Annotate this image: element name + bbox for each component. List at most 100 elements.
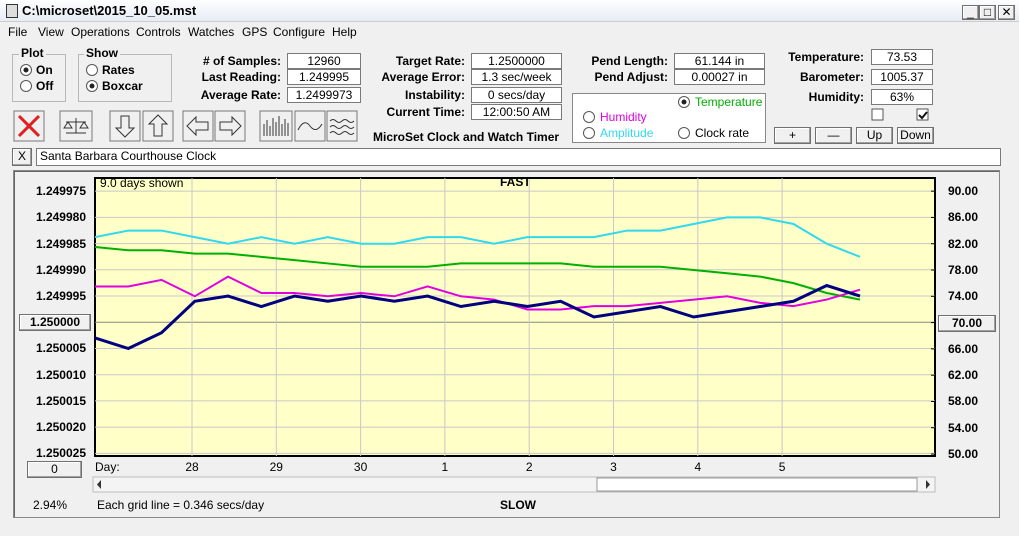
- menu-item[interactable]: Controls: [136, 25, 181, 39]
- field-value[interactable]: 73.53: [871, 49, 933, 65]
- y-tick-button[interactable]: 1.250000: [19, 314, 91, 332]
- radio[interactable]: [678, 96, 690, 108]
- x-tick-label: 4: [694, 460, 702, 474]
- scale-button[interactable]: —: [815, 127, 852, 144]
- maximize-button[interactable]: □: [979, 5, 996, 20]
- x-tick-label: 1: [441, 460, 449, 474]
- x-tick-label: 29: [269, 460, 283, 474]
- x-axis-label: Day:: [95, 460, 120, 474]
- scale-button[interactable]: Up: [856, 127, 893, 144]
- y2-tick-label: 50.00: [948, 447, 979, 462]
- grid-note: Each grid line = 0.346 secs/day: [97, 498, 265, 512]
- y-tick-label: 1.249980: [35, 210, 86, 225]
- y2-tick-label: 54.00: [948, 420, 979, 435]
- fast-label: FAST: [500, 175, 531, 189]
- y2-tick-button[interactable]: 70.00: [938, 314, 996, 332]
- field-value[interactable]: 1.2499973: [287, 87, 361, 103]
- radio[interactable]: [20, 64, 32, 76]
- clear-name-button[interactable]: X: [12, 148, 32, 166]
- radio-ring: [86, 64, 98, 76]
- field-label: Humidity:: [808, 90, 864, 104]
- y-tick-label: 1.249990: [35, 262, 86, 277]
- check-mark: [918, 111, 928, 120]
- field-label: Target Rate:: [395, 54, 465, 68]
- group-title: Plot: [19, 46, 46, 60]
- x-tick-label: 3: [610, 460, 617, 474]
- offset-button[interactable]: 0: [27, 461, 82, 478]
- y2-tick-label: 86.00: [948, 210, 979, 225]
- y-tick-label: 1.250010: [35, 367, 86, 382]
- y2-tick-label: 82.00: [948, 236, 979, 251]
- field-value[interactable]: 1.3 sec/week: [471, 69, 562, 85]
- menu-item[interactable]: Operations: [71, 25, 130, 39]
- field-label: Current Time:: [386, 105, 465, 119]
- radio[interactable]: [583, 127, 595, 139]
- y-tick-label: 1.250015: [35, 393, 86, 408]
- field-label: Pend Length:: [591, 54, 668, 68]
- radio-label[interactable]: Boxcar: [102, 79, 143, 93]
- trace-radio-label[interactable]: Humidity: [600, 110, 647, 124]
- field-label: Last Reading:: [201, 70, 281, 84]
- radio[interactable]: [583, 111, 595, 123]
- checkbox[interactable]: [916, 108, 929, 121]
- radio[interactable]: [86, 64, 98, 76]
- close-window-button[interactable]: ✕: [998, 5, 1015, 20]
- field-label: Instability:: [404, 88, 465, 102]
- radio-ring: [583, 127, 595, 139]
- menu-item[interactable]: Help: [332, 25, 357, 39]
- trace-radio-label[interactable]: Amplitude: [600, 126, 654, 140]
- menu-item[interactable]: GPS: [242, 25, 268, 39]
- scale-button[interactable]: +: [774, 127, 811, 144]
- field-label: Temperature:: [788, 50, 864, 64]
- field-value[interactable]: 12960: [287, 53, 361, 69]
- field-label: # of Samples:: [202, 54, 281, 68]
- y-tick-label: 1.250025: [35, 446, 86, 461]
- x-tick-label: 30: [353, 460, 368, 474]
- field-value[interactable]: 12:00:50 AM: [471, 104, 562, 120]
- toolbar: [13, 110, 358, 142]
- x-tick-label: 5: [778, 460, 786, 474]
- checkbox[interactable]: [871, 108, 884, 121]
- span-label: 9.0 days shown: [100, 176, 184, 190]
- y-tick-label: 1.249975: [35, 184, 86, 199]
- field-value[interactable]: 63%: [871, 89, 933, 105]
- radio-label[interactable]: Rates: [102, 63, 135, 77]
- checkbox-box: [916, 108, 929, 121]
- field-value[interactable]: 1.249995: [287, 69, 361, 85]
- y2-tick-label: 58.00: [948, 394, 979, 409]
- menu-item[interactable]: File: [8, 25, 28, 39]
- field-value[interactable]: 0.00027 in: [674, 69, 765, 85]
- field-value[interactable]: 0 secs/day: [471, 87, 562, 103]
- y-tick-label: 1.250020: [35, 420, 86, 435]
- chart-panel: [13, 170, 1000, 518]
- plot: [94, 178, 935, 456]
- radio[interactable]: [678, 127, 690, 139]
- menu-item[interactable]: View: [38, 25, 64, 39]
- field-value[interactable]: 1005.37: [871, 69, 933, 85]
- field-value[interactable]: 61.144 in: [674, 53, 765, 69]
- scale-button[interactable]: Down: [897, 127, 934, 144]
- radio[interactable]: [86, 80, 98, 92]
- menu-item[interactable]: Configure: [273, 25, 326, 39]
- field-value[interactable]: 1.2500000: [471, 53, 562, 69]
- trace-radio-label[interactable]: Temperature: [695, 95, 763, 109]
- radio-label[interactable]: Off: [36, 79, 54, 93]
- y-tick-label: 1.249985: [35, 236, 86, 251]
- clock-name-field[interactable]: Santa Barbara Courthouse Clock: [36, 148, 1001, 166]
- minimize-button[interactable]: _: [962, 5, 979, 20]
- radio-label[interactable]: On: [36, 63, 53, 77]
- y2-tick-label: 62.00: [948, 368, 979, 383]
- radio[interactable]: [20, 80, 32, 92]
- menu-item[interactable]: Watches: [188, 25, 235, 39]
- x-tick-label: 2: [525, 460, 533, 474]
- series-line: [94, 283, 861, 351]
- scroll-thumb[interactable]: [596, 477, 918, 492]
- series-line: [94, 216, 861, 258]
- field-label: Average Rate:: [200, 88, 281, 102]
- trace-radio-label[interactable]: Clock rate: [695, 126, 750, 140]
- group-title: Show: [84, 46, 120, 60]
- show-group: [78, 54, 172, 102]
- radio-dot: [681, 99, 687, 105]
- title-bar: [0, 0, 1019, 22]
